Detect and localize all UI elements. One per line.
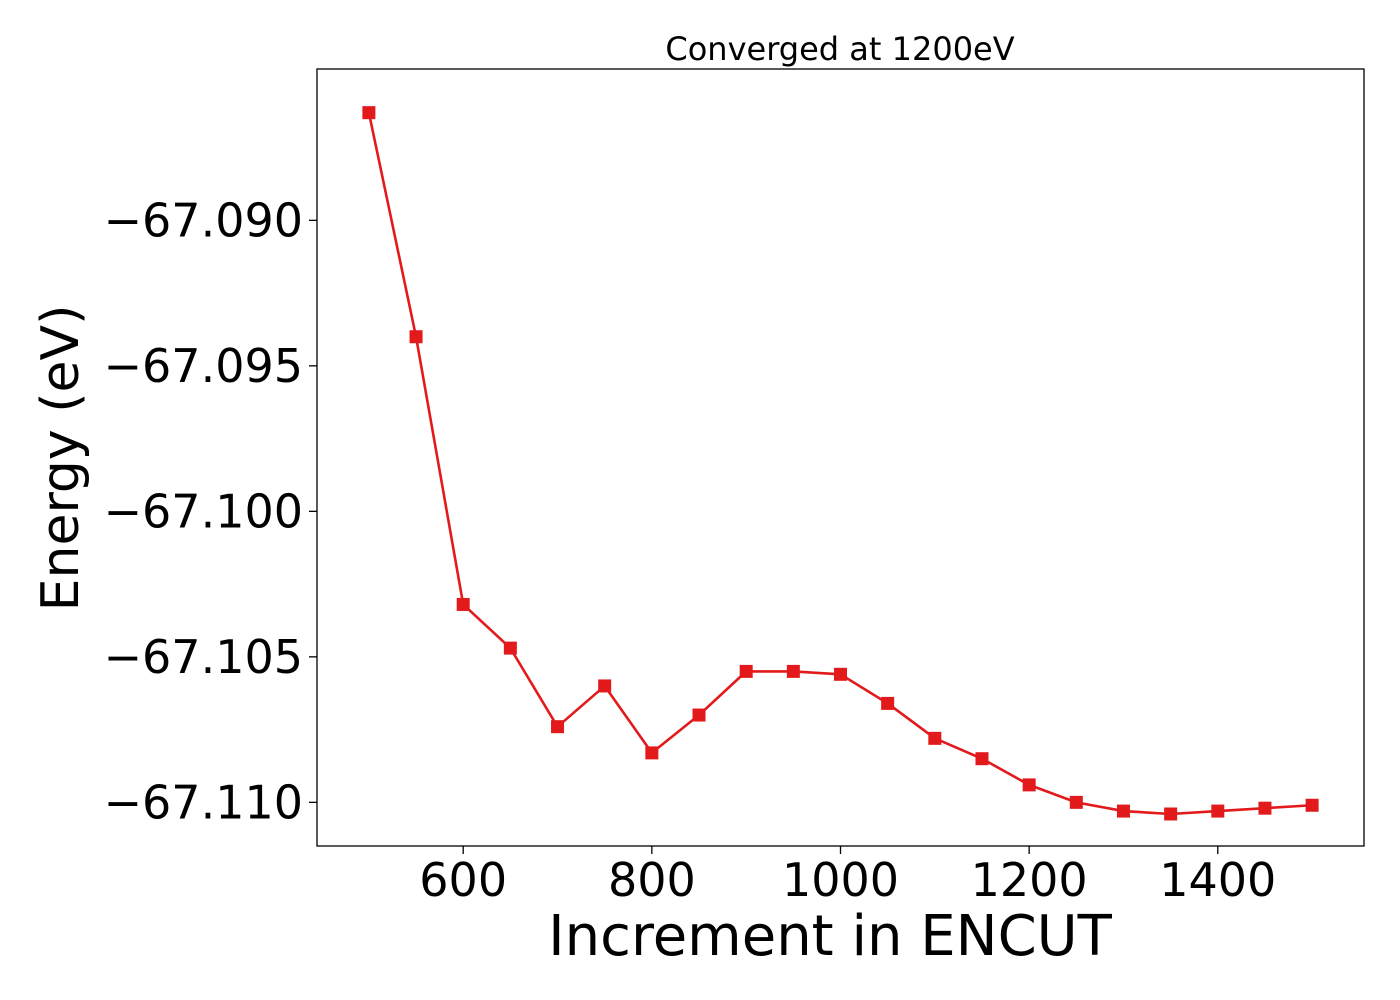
data-point <box>1305 798 1319 812</box>
plot-area <box>362 106 1319 821</box>
x-tick-label: 1000 <box>782 853 899 907</box>
y-tick-label: −67.110 <box>104 775 304 829</box>
data-point <box>551 720 565 734</box>
data-point <box>598 679 612 693</box>
data-point <box>1116 804 1130 818</box>
data-point <box>975 752 989 766</box>
y-axis-label: Energy (eV) <box>31 305 91 612</box>
data-point <box>1258 801 1272 815</box>
y-tick-label: −67.100 <box>104 484 304 538</box>
data-point <box>1022 778 1036 792</box>
data-point <box>928 731 942 745</box>
data-point <box>645 746 659 760</box>
chart-title: Converged at 1200eV <box>665 30 1014 68</box>
data-point <box>692 708 706 722</box>
data-point <box>503 641 517 655</box>
data-point <box>362 106 376 120</box>
y-tick-label: −67.105 <box>104 630 304 684</box>
data-point <box>834 667 847 681</box>
y-axis: −67.090 −67.095 −67.100 −67.105 −67.110 <box>104 193 317 829</box>
data-point <box>786 664 800 678</box>
data-point <box>1164 807 1178 821</box>
x-tick-label: 1400 <box>1159 853 1276 907</box>
data-point <box>739 664 753 678</box>
x-tick-label: 1200 <box>971 853 1088 907</box>
x-tick-label: 600 <box>419 853 507 907</box>
series-line <box>367 112 1313 816</box>
y-tick-label: −67.095 <box>104 339 304 393</box>
data-point <box>1211 804 1225 818</box>
data-point <box>1069 795 1083 809</box>
x-axis-label: Increment in ENCUT <box>548 904 1113 969</box>
data-point <box>881 696 895 710</box>
data-point <box>456 597 470 611</box>
y-tick-label: −67.090 <box>104 193 304 247</box>
data-point <box>409 330 423 344</box>
axes-frame <box>316 68 1365 847</box>
x-axis: 600 800 1000 1200 1400 <box>419 846 1276 907</box>
x-tick-label: 800 <box>608 853 696 907</box>
